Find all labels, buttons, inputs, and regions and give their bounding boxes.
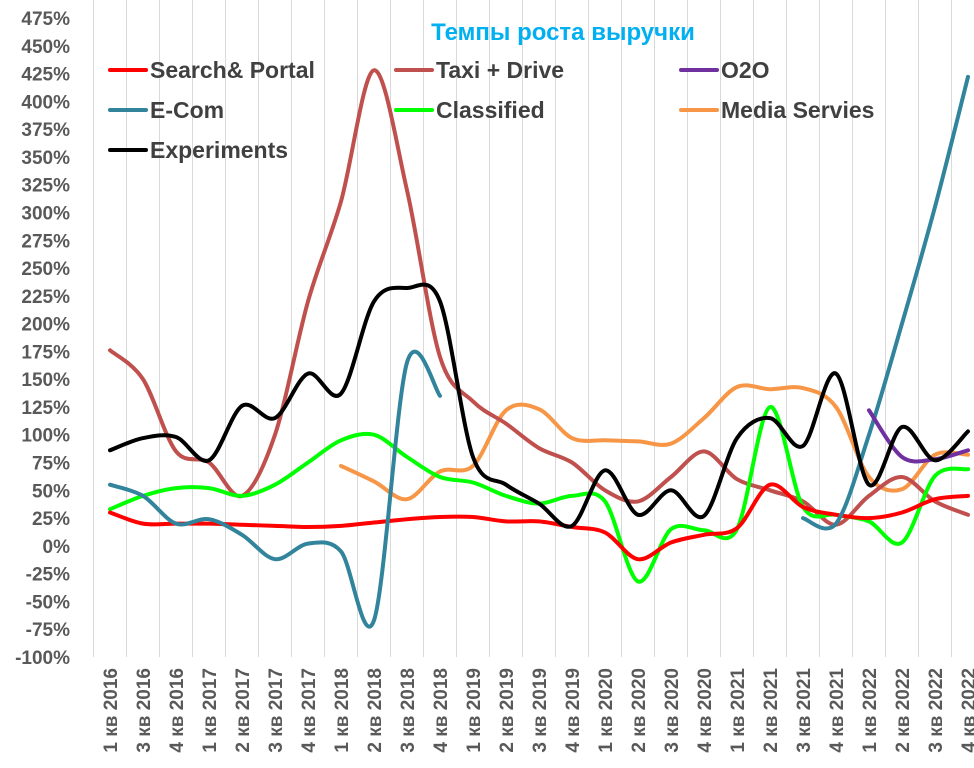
y-tick-label: -100% — [15, 648, 70, 669]
y-tick-label: 400% — [21, 92, 70, 113]
x-tick-label: 3 кв 2018 — [398, 668, 419, 753]
y-tick-label: 200% — [21, 315, 70, 336]
y-tick-label: 475% — [21, 9, 70, 30]
x-tick-label: 4 кв 2020 — [695, 668, 716, 753]
x-tick-label: 1 кв 2020 — [596, 668, 617, 753]
gridlines — [93, 0, 952, 657]
y-axis: -100% -75% -50% -25% 0% 25% 50% 75% 100% 125% 150%… — [15, 9, 70, 669]
x-tick-label: 2 кв 2021 — [761, 668, 782, 753]
y-tick-label: 350% — [21, 148, 70, 169]
series-line-media-servies — [339, 383, 970, 502]
legend-label-media-servies: Media Servies — [721, 97, 874, 123]
x-tick-label: 2 кв 2019 — [497, 668, 518, 753]
x-tick-label: 3 кв 2020 — [662, 668, 683, 753]
x-axis: 1 кв 2016 3 кв 2016 4 кв 2016 1 кв 2017 2 кв… — [101, 668, 974, 753]
x-tick-label: 3 кв 2017 — [266, 668, 287, 753]
y-tick-label: 150% — [21, 370, 70, 391]
y-tick-label: 300% — [21, 203, 70, 224]
x-tick-label: 4 кв 2019 — [563, 668, 584, 753]
x-tick-label: 2 кв 2017 — [233, 668, 254, 753]
x-tick-label: 1 кв 2022 — [860, 668, 881, 753]
x-tick-label: 4 кв 2018 — [431, 668, 452, 753]
y-tick-label: -75% — [26, 620, 70, 641]
legend-label-search-portal: Search& Portal — [150, 57, 315, 83]
y-tick-label: 450% — [21, 37, 70, 58]
x-tick-label: 3 кв 2016 — [134, 668, 155, 753]
x-tick-label: 4 кв 2021 — [827, 668, 848, 753]
y-tick-label: -25% — [26, 565, 70, 586]
y-tick-label: 100% — [21, 426, 70, 447]
y-tick-label: 125% — [21, 398, 70, 419]
y-tick-label: 375% — [21, 120, 70, 141]
legend: Search& Portal Taxi + Drive O2O E-Com Classi… — [108, 57, 874, 163]
legend-label-taxi-drive: Taxi + Drive — [436, 57, 564, 83]
chart-title: Темпы роста выручки — [431, 19, 695, 46]
x-tick-label: 2 кв 2018 — [365, 668, 386, 753]
x-tick-label: 2 кв 2020 — [629, 668, 650, 753]
series-line-classified — [108, 404, 970, 584]
x-tick-label: 4 кв 2017 — [299, 668, 320, 753]
y-tick-label: 25% — [32, 509, 70, 530]
series-line-experiments — [108, 282, 970, 529]
y-tick-label: 325% — [21, 176, 70, 197]
legend-label-classified: Classified — [436, 97, 545, 123]
x-tick-label: 2 кв 2022 — [893, 668, 914, 753]
series-line-e-com — [801, 74, 970, 531]
y-tick-label: 275% — [21, 231, 70, 252]
y-tick-label: 225% — [21, 287, 70, 308]
legend-label-e-com: E-Com — [150, 97, 224, 123]
x-tick-label: 3 кв 2022 — [926, 668, 947, 753]
x-tick-label: 1 кв 2018 — [332, 668, 353, 753]
y-tick-label: 75% — [32, 454, 70, 475]
series-line-e-com — [108, 349, 442, 629]
y-tick-label: 50% — [32, 481, 70, 502]
y-tick-label: 175% — [21, 342, 70, 363]
series-line-o2o — [867, 408, 970, 464]
series-line-search-portal — [108, 482, 970, 562]
x-tick-label: 1 кв 2019 — [464, 668, 485, 753]
series-lines — [108, 68, 970, 629]
x-tick-label: 3 кв 2019 — [530, 668, 551, 753]
x-tick-label: 1 кв 2021 — [728, 668, 749, 753]
y-tick-label: 250% — [21, 259, 70, 280]
x-tick-label: 1 кв 2016 — [101, 668, 122, 753]
y-tick-label: 425% — [21, 65, 70, 86]
legend-label-o2o: O2O — [721, 57, 770, 83]
y-tick-label: -50% — [26, 592, 70, 613]
legend-label-experiments: Experiments — [150, 137, 288, 163]
x-tick-label: 3 кв 2021 — [794, 668, 815, 753]
x-tick-label: 4 кв 2016 — [167, 668, 188, 753]
series-line-taxi-drive — [108, 68, 970, 527]
x-tick-label: 4 кв 2022 — [959, 668, 974, 753]
y-tick-label: 0% — [43, 537, 71, 558]
x-tick-label: 1 кв 2017 — [200, 668, 221, 753]
